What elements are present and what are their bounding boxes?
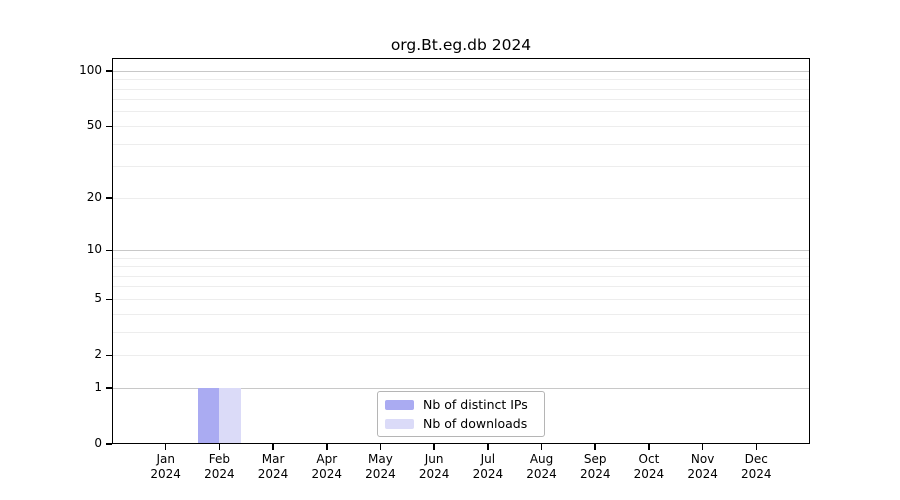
bar-feb-downloads [219,388,241,444]
y-tick-2 [106,354,112,357]
chart-title: org.Bt.eg.db 2024 [390,36,532,54]
gridline-minor-50 [112,125,810,127]
gridline-minor-60 [112,111,810,113]
gridline-minor-30 [112,166,810,168]
x-tick-label-apr: Apr 2024 [295,452,359,482]
x-tick-label-year-dec: 2024 [741,467,772,481]
x-tick-apr [326,444,328,450]
y-tick-label-0: 0 [94,436,102,450]
y-tick-label-50: 50 [86,118,102,133]
legend: Nb of distinct IPs Nb of downloads [377,391,545,437]
x-tick-label-jul: Jul 2024 [456,452,520,482]
x-tick-label-month-aug: Aug [529,452,554,466]
x-tick-jun [433,444,435,450]
x-tick-label-oct: Oct 2024 [617,452,681,482]
x-tick-label-month-jul: Jul [480,452,496,466]
gridline-minor-2 [112,354,810,356]
y-tick-label-20: 20 [86,190,102,205]
x-tick-label-month-oct: Oct [638,452,660,466]
x-tick-label-month-may: May [368,452,393,466]
legend-swatch-downloads [385,418,414,429]
x-tick-label-may: May 2024 [348,452,412,482]
x-tick-label-month-sep: Sep [583,452,607,466]
x-tick-jul [487,444,489,450]
bar-feb-distinct-ips [197,388,220,444]
x-tick-label-mar: Mar 2024 [241,452,305,482]
x-tick-label-year-sep: 2024 [579,467,611,481]
x-tick-label-year-apr: 2024 [311,467,343,481]
y-tick-1 [106,387,112,389]
x-tick-label-jan: Jan 2024 [134,452,198,482]
y-tick-label-10: 10 [86,242,102,257]
gridline-minor-9 [112,257,810,259]
x-tick-label-month-mar: Mar [261,452,285,466]
x-tick-label-year-mar: 2024 [257,467,289,481]
gridline-minor-3 [112,331,810,333]
y-tick-5 [106,298,112,301]
gridline-minor-20 [112,197,810,199]
x-tick-aug [540,444,543,450]
gridline-minor-4 [112,313,810,315]
x-tick-label-nov: Nov 2024 [671,452,735,482]
gridline-minor-70 [112,99,810,101]
x-tick-label-year-jul: 2024 [472,467,504,481]
gridline-minor-80 [112,88,810,90]
y-tick-50 [106,125,112,128]
x-tick-dec [755,444,758,450]
x-tick-feb [218,444,221,450]
legend-item-distinct-ips: Nb of distinct IPs [385,397,536,412]
gridline-major-10 [112,249,810,251]
x-tick-sep [594,444,596,450]
y-tick-20 [106,197,112,199]
gridline-minor-8 [112,266,810,268]
x-tick-label-dec: Dec 2024 [724,452,788,482]
x-tick-may [379,444,382,450]
x-tick-label-month-jan: Jan [156,452,175,466]
legend-swatch-distinct-ips [385,399,414,410]
y-tick-label-100: 100 [79,63,102,78]
x-tick-label-month-apr: Apr [316,452,338,466]
legend-label-downloads: Nb of downloads [423,416,528,431]
y-tick-label-1: 1 [94,380,102,395]
x-tick-label-month-jun: Jun [424,452,444,466]
x-tick-oct [648,444,650,450]
y-tick-100 [106,70,112,72]
gridline-minor-5 [112,298,810,300]
y-tick-0 [106,443,112,445]
legend-item-downloads: Nb of downloads [385,416,536,431]
gridline-minor-7 [112,275,810,277]
x-tick-label-month-nov: Nov [690,452,715,466]
gridline-major-1 [112,387,810,389]
legend-label-distinct-ips: Nb of distinct IPs [423,397,528,412]
y-tick-label-5: 5 [94,291,102,306]
x-tick-mar [272,444,274,450]
x-tick-label-month-feb: Feb [208,452,230,466]
x-tick-label-jun: Jun 2024 [402,452,466,482]
x-tick-label-year-jun: 2024 [418,467,450,481]
x-tick-label-feb: Feb 2024 [187,452,251,482]
y-tick-10 [106,249,112,252]
x-tick-jan [164,444,167,450]
x-tick-label-year-oct: 2024 [633,467,665,481]
x-tick-label-sep: Sep 2024 [563,452,627,482]
x-tick-label-year-aug: 2024 [526,467,557,481]
y-tick-label-2: 2 [94,347,102,362]
gridline-minor-40 [112,143,810,145]
x-tick-label-year-nov: 2024 [687,467,718,481]
x-tick-label-year-jan: 2024 [150,467,181,481]
x-tick-label-year-feb: 2024 [204,467,235,481]
x-tick-label-year-may: 2024 [365,467,396,481]
x-tick-label-month-dec: Dec [744,452,768,466]
gridline-minor-90 [112,79,810,81]
x-tick-label-aug: Aug 2024 [510,452,574,482]
x-tick-nov [701,444,704,450]
gridline-major-100 [112,70,810,72]
plot-area [112,58,810,444]
gridline-minor-6 [112,286,810,288]
